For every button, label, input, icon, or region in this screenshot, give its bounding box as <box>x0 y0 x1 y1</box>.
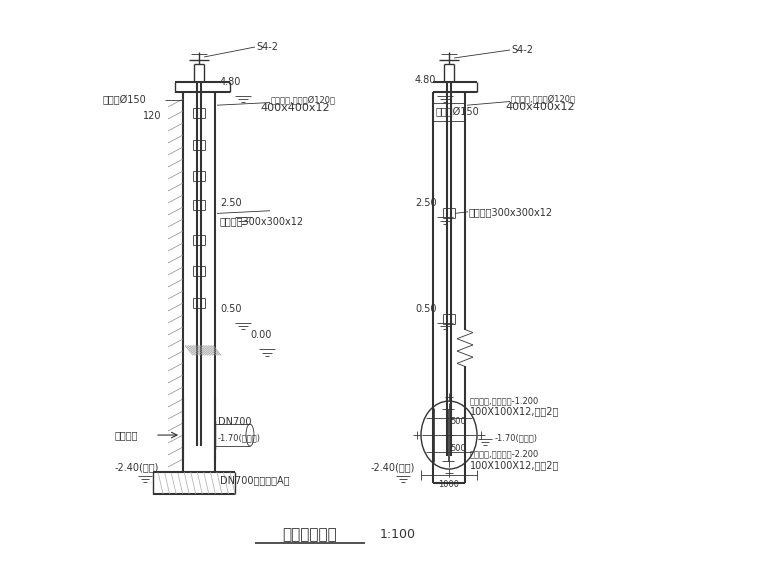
Text: 预埋钢板,中心标高-2.200: 预埋钢板,中心标高-2.200 <box>470 449 540 458</box>
Text: 预留洞Ø150: 预留洞Ø150 <box>103 95 147 105</box>
Text: 预埋钢板300x300x12: 预埋钢板300x300x12 <box>220 216 304 226</box>
Text: 1000: 1000 <box>439 480 460 489</box>
Text: S4-2: S4-2 <box>256 42 278 52</box>
Text: 400x400x12: 400x400x12 <box>505 102 575 112</box>
Text: -1.70(管中心): -1.70(管中心) <box>218 434 261 442</box>
Text: 100X100X12,每组2块: 100X100X12,每组2块 <box>470 406 559 417</box>
Text: DN700: DN700 <box>218 417 252 427</box>
Text: 100X100X12,每组2块: 100X100X12,每组2块 <box>470 461 559 470</box>
Text: 2.50: 2.50 <box>415 198 437 209</box>
Text: -2.40(底部): -2.40(底部) <box>115 462 160 472</box>
Text: DN700防水套管A型: DN700防水套管A型 <box>220 475 290 485</box>
Text: 120: 120 <box>143 111 161 121</box>
Text: 圆闸门安装图: 圆闸门安装图 <box>283 527 337 543</box>
Text: 4.80: 4.80 <box>220 77 242 87</box>
Text: 0.50: 0.50 <box>220 304 242 314</box>
Text: 水压方向: 水压方向 <box>115 430 138 440</box>
Text: 2.50: 2.50 <box>220 198 242 209</box>
Text: 预埋钢板,中心标高-1.200: 预埋钢板,中心标高-1.200 <box>470 396 540 405</box>
Ellipse shape <box>421 401 477 469</box>
Text: 400x400x12: 400x400x12 <box>260 103 330 113</box>
Text: 4.80: 4.80 <box>415 75 436 85</box>
Text: -1.70(管中心): -1.70(管中心) <box>495 434 538 442</box>
Text: 500: 500 <box>450 417 466 426</box>
Text: 预埋钢板,中心管Ø120孔: 预埋钢板,中心管Ø120孔 <box>271 95 336 104</box>
Text: 0.00: 0.00 <box>250 331 271 340</box>
Text: -2.40(底部): -2.40(底部) <box>371 462 416 472</box>
Text: 0.50: 0.50 <box>415 304 436 314</box>
Text: 预埋钢板,中心管Ø120孔: 预埋钢板,中心管Ø120孔 <box>511 95 576 103</box>
Text: 500: 500 <box>450 444 466 453</box>
Text: 预留洞Ø150: 预留洞Ø150 <box>436 107 480 117</box>
Text: 预埋钢板300x300x12: 预埋钢板300x300x12 <box>469 207 553 217</box>
Text: S4-2: S4-2 <box>511 45 533 55</box>
Text: 1:100: 1:100 <box>380 528 416 541</box>
